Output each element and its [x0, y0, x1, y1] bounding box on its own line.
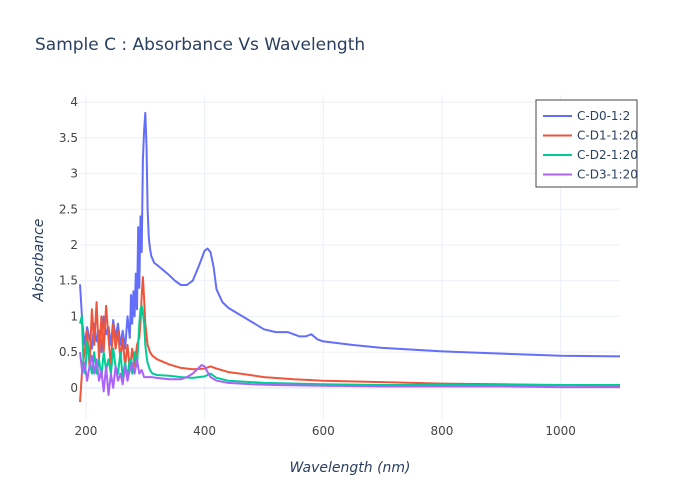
x-tick-label: 400 [193, 424, 216, 438]
y-tick-label: 1 [70, 309, 78, 323]
legend-item-3[interactable]: C-D3-1:20 [543, 168, 638, 182]
y-tick-label: 4 [70, 95, 78, 109]
legend-label: C-D0-1:2 [577, 109, 630, 123]
legend-box [535, 99, 638, 188]
x-tick-label: 200 [74, 424, 97, 438]
x-tick-label: 600 [312, 424, 335, 438]
gridlines [80, 95, 620, 420]
series-line-3 [79, 351, 620, 396]
legend-item-1[interactable]: C-D1-1:20 [543, 129, 638, 143]
chart-title: Sample C : Absorbance Vs Wavelength [35, 35, 365, 55]
y-tick-label: 3 [70, 167, 78, 181]
legend-item-2[interactable]: C-D2-1:20 [543, 148, 638, 162]
tick-labels: 200 400 600 800 1000 0 0.5 1 1.5 2 2.5 3 3.5 4 [59, 95, 576, 438]
y-tick-label: 2.5 [59, 202, 78, 216]
legend-item-0[interactable]: C-D0-1:2 [543, 109, 630, 123]
y-tick-label: 2 [70, 238, 78, 252]
legend-label: C-D2-1:20 [577, 148, 638, 162]
legend-label: C-D1-1:20 [577, 129, 638, 143]
x-tick-label: 800 [431, 424, 454, 438]
y-axis-title: Absorbance [31, 219, 47, 303]
legend[interactable]: C-D0-1:2 C-D1-1:20 C-D2-1:20 C-D3-1:20 [535, 99, 638, 188]
y-tick-label: 0 [70, 381, 78, 395]
y-tick-label: 3.5 [59, 131, 78, 145]
plot-area [79, 111, 621, 403]
y-tick-label: 1.5 [59, 274, 78, 288]
x-axis-title: Wavelength (nm) [289, 460, 410, 476]
x-tick-label: 1000 [545, 424, 576, 438]
legend-label: C-D3-1:20 [577, 168, 638, 182]
y-tick-label: 0.5 [59, 345, 78, 359]
